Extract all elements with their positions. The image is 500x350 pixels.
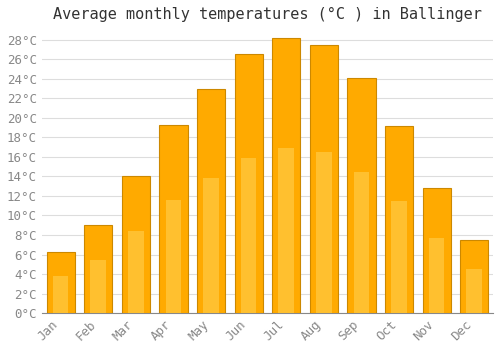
Bar <box>53 276 68 313</box>
Bar <box>272 38 300 313</box>
Bar <box>166 200 181 313</box>
Bar <box>316 152 332 313</box>
Bar <box>466 269 482 313</box>
Bar <box>128 231 144 313</box>
Title: Average monthly temperatures (°C ) in Ballinger: Average monthly temperatures (°C ) in Ba… <box>53 7 482 22</box>
Bar <box>310 45 338 313</box>
Bar <box>90 260 106 313</box>
Bar <box>385 126 413 313</box>
Bar <box>204 178 219 313</box>
Bar <box>84 225 112 313</box>
Bar <box>241 158 256 313</box>
Bar <box>354 172 369 313</box>
Bar <box>429 238 444 313</box>
Bar <box>197 89 225 313</box>
Bar <box>348 78 376 313</box>
Bar <box>422 188 451 313</box>
Bar <box>122 176 150 313</box>
Bar <box>46 252 74 313</box>
Bar <box>234 55 262 313</box>
Bar <box>160 125 188 313</box>
Bar <box>392 201 407 313</box>
Bar <box>278 148 294 313</box>
Bar <box>460 240 488 313</box>
